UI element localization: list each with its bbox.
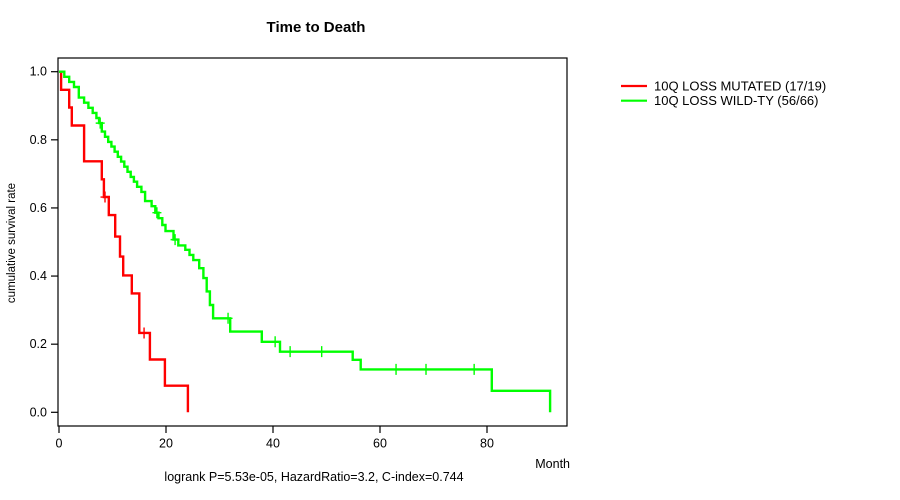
legend-label-1: 10Q LOSS WILD-TY (56/66) [654,93,819,108]
censor-mark [170,234,180,246]
stats-annotation: logrank P=5.53e-05, HazardRatio=3.2, C-i… [164,470,463,484]
y-tick-label: 0.8 [30,133,47,147]
legend: 10Q LOSS MUTATED (17/19)10Q LOSS WILD-TY… [621,79,826,108]
survival-curve-1 [59,70,552,413]
censor-mark [469,363,479,375]
y-tick-label: 0.2 [30,337,47,351]
y-tick-label: 0.0 [30,405,47,419]
censor-mark [285,346,295,358]
censor-mark [391,363,401,375]
y-axis-label: cumulative survival rate [6,183,18,303]
chart-title: Time to Death [267,19,366,36]
censor-mark [223,312,233,324]
y-tick-label: 1.0 [30,65,47,79]
censor-mark [139,327,149,339]
censor-mark [95,117,105,129]
censor-mark [270,336,280,348]
censor-mark [100,191,110,203]
censor-mark [421,363,431,375]
x-tick-label: 60 [373,437,387,451]
x-axis-label: Month [535,457,570,471]
y-tick-label: 0.4 [30,269,47,283]
survival-curve-0 [59,70,190,413]
x-tick-label: 40 [266,437,280,451]
x-axis-ticks: 0 20 40 60 80 [56,426,494,451]
y-axis-ticks: 0.0 0.2 0.4 0.6 0.8 1.0 [30,65,58,419]
censor-mark [152,207,162,219]
x-tick-label: 20 [159,437,173,451]
x-tick-label: 80 [480,437,494,451]
censor-mark [317,346,327,358]
x-tick-label: 0 [56,437,63,451]
plot-frame [57,57,568,427]
y-tick-label: 0.6 [30,201,47,215]
survival-curves [59,70,552,413]
legend-label-0: 10Q LOSS MUTATED (17/19) [654,79,826,94]
